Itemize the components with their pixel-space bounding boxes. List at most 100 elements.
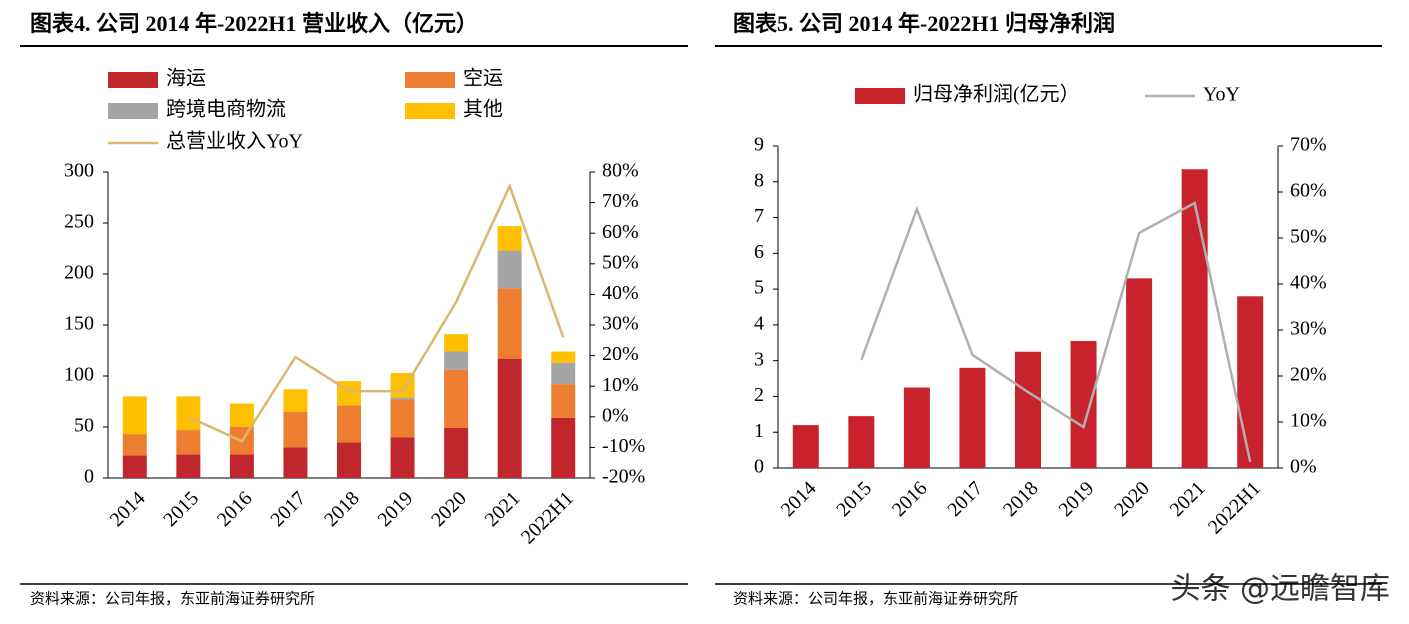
bar (1070, 340, 1097, 468)
bar (497, 226, 522, 251)
x-tick-label: 2019 (1054, 477, 1098, 521)
legend-label: 归母净利润(亿元） (913, 83, 1080, 106)
legend-swatch (108, 103, 158, 119)
y-tick-label: 150 (64, 313, 94, 335)
bar (1237, 296, 1264, 468)
line (860, 201, 1252, 463)
x-tick-label: 2018 (999, 477, 1043, 521)
legend-swatch (855, 88, 905, 104)
bar (444, 334, 469, 352)
x-tick-label: 2019 (373, 487, 417, 531)
y-tick-label: 200 (64, 262, 94, 284)
chart-title: 图表4. 公司 2014 年-2022H1 营业收入（亿元） (30, 11, 478, 36)
legend-label: 跨境电商物流 (166, 98, 286, 121)
bar (122, 396, 147, 435)
y2-tick-label: 80% (602, 160, 639, 182)
y-tick-label: 5 (754, 277, 764, 299)
y-tick-label: 2 (754, 384, 764, 406)
x-tick-label: 2022H1 (517, 487, 578, 548)
y2-tick-label: 30% (602, 313, 639, 335)
y-tick-label: 0 (754, 456, 764, 478)
x-tick-label: 2021 (1166, 477, 1210, 521)
bar (390, 397, 415, 400)
bar (497, 250, 522, 289)
y2-tick-label: 50% (1290, 226, 1327, 248)
line (187, 182, 565, 443)
x-tick-label: 2015 (832, 477, 876, 521)
bar (390, 399, 415, 438)
y2-tick-label: 10% (1290, 410, 1327, 432)
bar (551, 351, 576, 363)
y2-tick-label: -10% (602, 435, 645, 457)
y-tick-label: 7 (754, 205, 764, 227)
bar (848, 416, 875, 468)
y2-tick-label: -20% (602, 466, 645, 488)
x-tick-label: 2016 (213, 487, 257, 531)
bar (551, 417, 576, 478)
x-tick-label: 2021 (481, 487, 525, 531)
y2-tick-label: 60% (1290, 180, 1327, 202)
x-tick-label: 2017 (943, 477, 987, 521)
bar (551, 384, 576, 418)
y2-tick-label: 50% (602, 251, 639, 273)
watermark: 头条 @远瞻智库 (1170, 572, 1390, 607)
x-tick-label: 2014 (777, 477, 821, 521)
bar (1015, 351, 1041, 468)
bar (176, 454, 201, 478)
y2-tick-label: 30% (1290, 318, 1327, 340)
source-note: 资料来源：公司年报，东亚前海证券研究所 (733, 590, 1018, 607)
bar (283, 447, 308, 478)
y-tick-label: 4 (754, 312, 764, 334)
legend-swatch (405, 72, 455, 88)
legend-label: YoY (1203, 84, 1240, 106)
x-tick-label: 2014 (106, 487, 150, 531)
y-tick-label: 9 (754, 134, 764, 156)
legend-swatch (108, 72, 158, 88)
y-tick-label: 8 (754, 169, 764, 191)
legend-label: 海运 (166, 67, 206, 90)
y2-tick-label: 0% (602, 404, 629, 426)
bar (283, 389, 308, 412)
legend-label: 总营业收入YoY (166, 130, 303, 153)
y2-tick-label: 40% (602, 282, 639, 304)
legend-swatch (405, 103, 455, 119)
bar (551, 362, 576, 385)
chart-title: 图表5. 公司 2014 年-2022H1 归母净利润 (733, 11, 1115, 36)
y-tick-label: 300 (64, 160, 94, 182)
bar (122, 455, 147, 478)
bar (497, 288, 522, 359)
bar (792, 425, 819, 468)
legend-label: 空运 (463, 67, 503, 90)
y-tick-label: 100 (64, 364, 94, 386)
y2-tick-label: 20% (1290, 364, 1327, 386)
bar (122, 434, 147, 456)
y2-tick-label: 20% (602, 343, 639, 365)
x-tick-label: 2020 (427, 487, 471, 531)
bar (903, 387, 930, 468)
source-note: 资料来源：公司年报，东亚前海证券研究所 (30, 590, 315, 607)
bar (176, 396, 201, 431)
x-tick-label: 2018 (320, 487, 364, 531)
bar (1181, 169, 1208, 468)
bar (229, 454, 254, 478)
y-tick-label: 250 (64, 211, 94, 233)
bar (390, 437, 415, 478)
bar (283, 411, 308, 448)
bar (337, 405, 361, 443)
y2-tick-label: 40% (1290, 272, 1327, 294)
y-tick-label: 1 (754, 420, 764, 442)
legend-label: 其他 (463, 98, 503, 121)
x-tick-label: 2016 (888, 477, 932, 521)
y-tick-label: 50 (74, 415, 94, 437)
bar (444, 351, 469, 370)
bar (1126, 278, 1153, 468)
bar (497, 358, 522, 478)
bar (444, 428, 469, 478)
bar (176, 430, 201, 455)
y2-tick-label: 60% (602, 221, 639, 243)
x-tick-label: 2015 (159, 487, 203, 531)
y2-tick-label: 0% (1290, 456, 1317, 478)
bar (444, 369, 469, 429)
x-tick-label: 2020 (1110, 477, 1154, 521)
